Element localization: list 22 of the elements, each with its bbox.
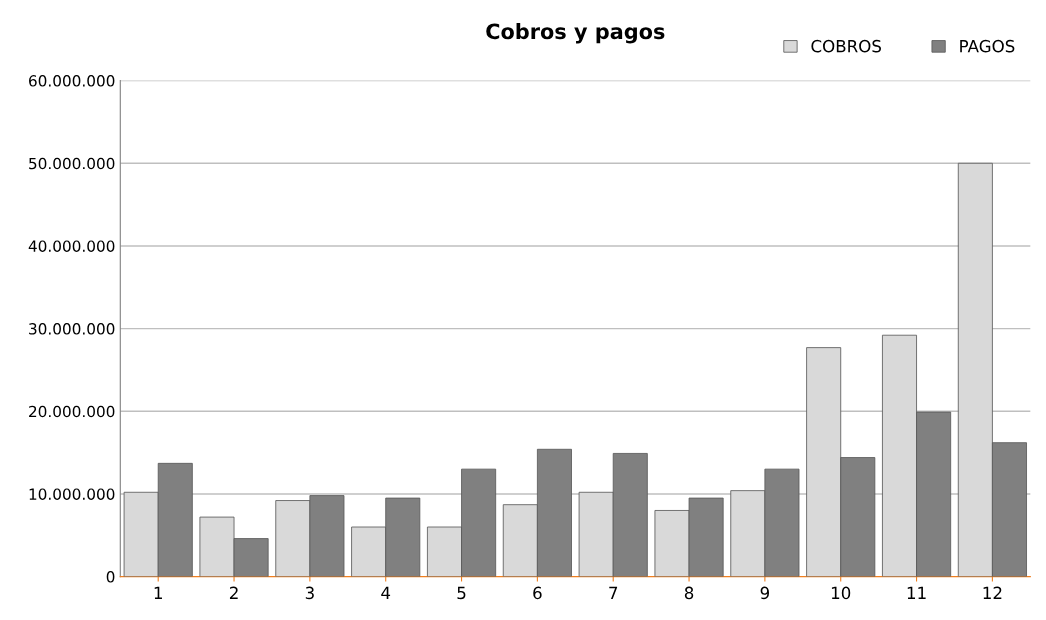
y-tick-label: 0	[106, 571, 115, 583]
y-tick-label: 30.000.000	[29, 323, 115, 335]
y-tick-label: 10.000.000	[29, 488, 115, 500]
x-tick-label: 12	[983, 586, 1002, 599]
x-tick-label: 4	[381, 586, 391, 599]
legend-label: PAGOS	[960, 39, 1015, 53]
x-tick-label: 2	[229, 586, 238, 599]
x-tick-label: 9	[760, 586, 770, 600]
x-tick-label: 5	[457, 586, 466, 600]
x-tick-label: 10	[831, 586, 851, 600]
x-tick-label: 8	[684, 586, 694, 600]
y-tick-label: 60.000.000	[29, 75, 115, 87]
x-tick-label: 3	[305, 586, 314, 600]
chart-title: Cobros y pagos	[486, 23, 665, 44]
y-tick-label: 50.000.000	[29, 157, 115, 170]
y-tick-label: 20.000.000	[29, 405, 115, 418]
x-tick-label: 11	[907, 586, 926, 599]
x-tick-label: 7	[609, 586, 618, 599]
x-tick-label: 6	[533, 586, 542, 600]
x-tick-label: 1	[154, 586, 162, 599]
legend-label: COBROS	[811, 39, 881, 53]
y-tick-label: 40.000.000	[28, 240, 115, 252]
